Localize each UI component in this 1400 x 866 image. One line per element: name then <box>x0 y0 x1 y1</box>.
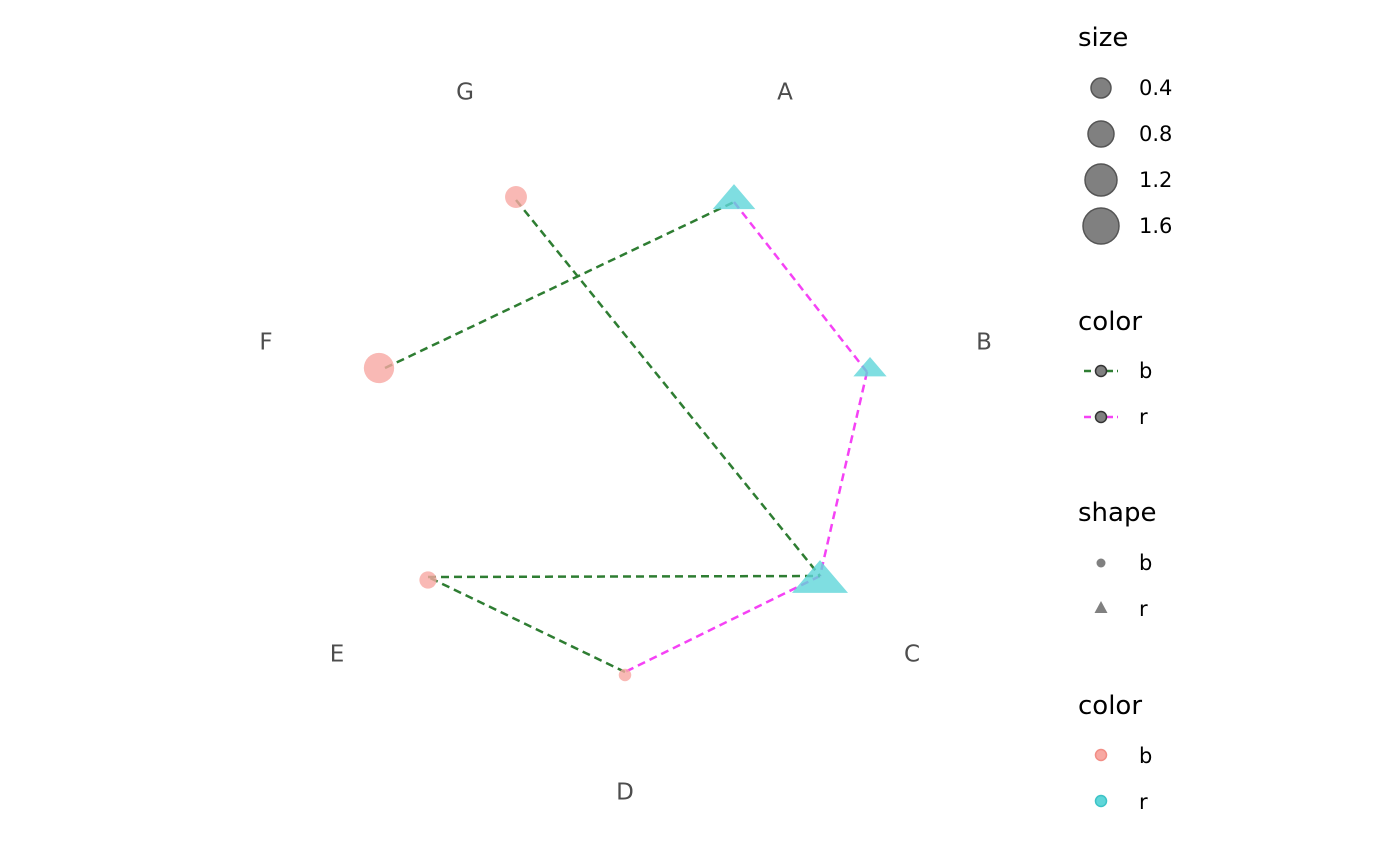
edge-c-d <box>624 574 821 674</box>
node-label-g: G <box>456 80 474 106</box>
node-b <box>853 356 887 377</box>
legend-edge-r-label: r <box>1139 405 1148 429</box>
legend-edge-r-dot <box>1094 410 1108 424</box>
node-d <box>618 668 632 682</box>
edge-a-b <box>733 201 868 373</box>
legend-shape-circle-icon <box>1096 558 1106 568</box>
legend-size: size 0.4 0.8 1.2 1.6 <box>1078 23 1172 245</box>
edge-f-a <box>384 200 735 370</box>
legend-size-label-2: 0.8 <box>1139 122 1172 146</box>
legend: size 0.4 0.8 1.2 1.6 color b r shape b r <box>1078 23 1172 814</box>
node-label-d: D <box>616 780 634 806</box>
legend-node-color: color b r <box>1078 691 1152 814</box>
legend-edge-b-dot <box>1094 364 1108 378</box>
edge-g-c <box>515 199 821 577</box>
node-labels: A B C D E F G <box>259 80 992 806</box>
legend-shape: shape b r <box>1078 498 1156 621</box>
node-e <box>419 571 437 589</box>
edge-d-e <box>427 575 626 674</box>
legend-shape-b-label: b <box>1139 551 1152 575</box>
legend-size-title: size <box>1078 23 1128 53</box>
edge-e-c <box>427 574 821 579</box>
legend-size-key-4 <box>1082 207 1120 245</box>
legend-shape-r-label: r <box>1139 597 1148 621</box>
node-label-e: E <box>330 642 345 668</box>
node-label-b: B <box>976 330 992 356</box>
legend-node-color-title: color <box>1078 691 1142 721</box>
legend-edge-b-label: b <box>1139 359 1152 383</box>
node-label-f: F <box>259 330 272 356</box>
edges <box>384 199 869 674</box>
legend-size-key-2 <box>1087 120 1115 148</box>
node-g <box>505 186 527 208</box>
legend-node-r-dot <box>1094 794 1108 808</box>
legend-node-b-dot <box>1094 748 1108 762</box>
legend-edge-color: color b r <box>1078 307 1152 429</box>
edge-b-c <box>818 371 869 577</box>
node-c <box>792 560 848 593</box>
legend-size-key-1 <box>1090 77 1112 99</box>
legend-size-label-1: 0.4 <box>1139 76 1172 100</box>
legend-size-key-3 <box>1084 163 1118 197</box>
nodes <box>363 184 887 682</box>
node-f <box>363 352 395 384</box>
legend-node-r-label: r <box>1139 790 1148 814</box>
node-a <box>712 184 756 210</box>
node-label-a: A <box>777 80 793 106</box>
legend-edge-color-title: color <box>1078 307 1142 337</box>
legend-size-label-3: 1.2 <box>1139 168 1172 192</box>
legend-shape-title: shape <box>1078 498 1156 528</box>
legend-shape-triangle-icon <box>1094 601 1108 613</box>
legend-node-b-label: b <box>1139 744 1152 768</box>
legend-size-label-4: 1.6 <box>1139 214 1172 238</box>
node-label-c: C <box>904 642 920 668</box>
